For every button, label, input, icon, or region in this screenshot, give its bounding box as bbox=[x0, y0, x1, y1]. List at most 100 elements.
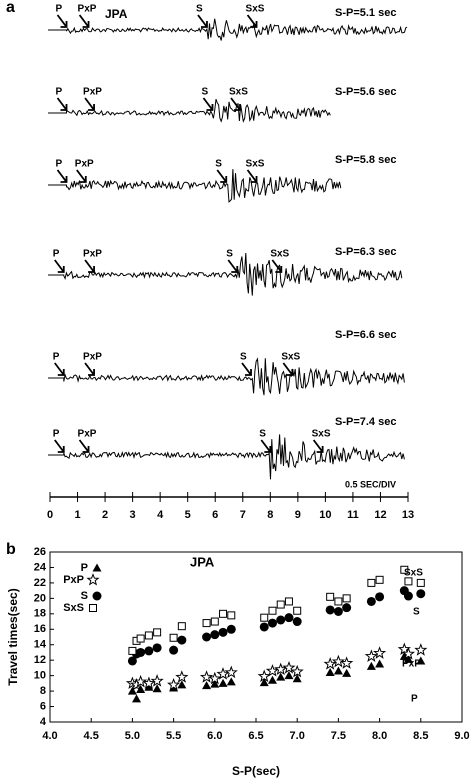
marker bbox=[177, 635, 187, 645]
marker bbox=[333, 607, 343, 616]
pick-label: S bbox=[240, 352, 247, 363]
marker bbox=[265, 664, 280, 677]
pick-arrow bbox=[246, 169, 258, 183]
pick-label: SxS bbox=[246, 159, 265, 170]
marker bbox=[152, 643, 162, 653]
y-tick-label: 8 bbox=[40, 685, 46, 697]
marker bbox=[326, 592, 335, 601]
pick-arrow bbox=[271, 259, 283, 273]
pick-label: S bbox=[226, 249, 233, 260]
marker bbox=[375, 592, 385, 602]
trace-label: S-P=5.1 sec bbox=[335, 7, 396, 19]
pick-label: S bbox=[259, 429, 266, 440]
pick-label: SxS bbox=[312, 429, 331, 440]
marker bbox=[92, 591, 102, 601]
panel-label: b bbox=[6, 541, 16, 558]
x-tick-label: 4 bbox=[157, 509, 164, 521]
x-tick-label: 6 bbox=[212, 509, 218, 521]
marker bbox=[175, 670, 189, 683]
y-axis-label: Travel times(sec) bbox=[6, 588, 20, 685]
marker bbox=[268, 606, 277, 615]
marker bbox=[224, 665, 238, 679]
marker bbox=[133, 674, 148, 688]
marker bbox=[199, 670, 214, 683]
marker bbox=[267, 618, 277, 628]
plot-frame bbox=[49, 551, 463, 723]
panel-label: a bbox=[6, 0, 15, 16]
marker bbox=[127, 686, 137, 695]
annotation: SxS bbox=[404, 568, 423, 579]
marker bbox=[259, 678, 269, 687]
annotation: PxP bbox=[402, 659, 421, 670]
y-tick-label: 4 bbox=[40, 716, 47, 728]
trace-label: S-P=6.3 sec bbox=[335, 246, 396, 258]
x-tick-label: 8 bbox=[267, 509, 273, 521]
marker bbox=[202, 619, 211, 628]
x-tick-label: 7 bbox=[240, 509, 246, 521]
pick-arrow bbox=[76, 169, 87, 183]
legend-label: SxS bbox=[63, 602, 84, 614]
pick-label: S bbox=[201, 87, 208, 98]
marker bbox=[284, 671, 294, 680]
marker bbox=[416, 589, 426, 599]
y-tick-label: 24 bbox=[34, 561, 47, 573]
marker bbox=[375, 575, 384, 584]
pick-label: P bbox=[56, 4, 63, 15]
marker bbox=[293, 606, 302, 615]
legend-label: PxP bbox=[63, 574, 84, 586]
marker bbox=[276, 672, 286, 681]
marker bbox=[367, 578, 376, 587]
y-tick-label: 18 bbox=[34, 608, 46, 620]
marker bbox=[216, 667, 230, 680]
marker bbox=[323, 657, 337, 670]
pick-label: PxP bbox=[75, 159, 94, 170]
pick-label: PxP bbox=[83, 352, 102, 363]
x-tick-label: 6.5 bbox=[248, 730, 263, 742]
x-tick-label: 5 bbox=[185, 509, 191, 521]
legend-label: P bbox=[81, 562, 88, 574]
marker bbox=[89, 604, 97, 612]
x-tick-label: 0 bbox=[47, 509, 53, 521]
x-tick-label: 13 bbox=[402, 509, 414, 521]
marker bbox=[342, 603, 352, 613]
trace-label: S-P=7.4 sec bbox=[335, 416, 396, 428]
marker bbox=[177, 680, 187, 689]
trace-label: S-P=5.6 sec bbox=[335, 86, 396, 98]
marker bbox=[142, 676, 156, 689]
pick-arrow bbox=[84, 97, 95, 111]
marker bbox=[132, 694, 142, 703]
station-label: JPA bbox=[105, 7, 128, 21]
marker bbox=[144, 682, 154, 691]
x-tick-label: 6.0 bbox=[207, 730, 222, 742]
pick-arrow bbox=[84, 259, 95, 273]
marker bbox=[325, 668, 335, 677]
marker bbox=[218, 678, 228, 687]
pick-label: S bbox=[215, 159, 222, 170]
marker bbox=[403, 654, 413, 663]
pick-arrow bbox=[241, 362, 252, 376]
pick-label: SxS bbox=[281, 352, 300, 363]
marker bbox=[136, 647, 146, 657]
pick-label: P bbox=[56, 87, 63, 98]
marker bbox=[208, 671, 222, 685]
pick-label: P bbox=[56, 159, 63, 170]
pick-arrow bbox=[312, 439, 324, 453]
marker bbox=[202, 681, 212, 690]
pick-arrow bbox=[56, 97, 68, 111]
pick-label: P bbox=[53, 352, 60, 363]
pick-arrow bbox=[230, 97, 241, 111]
marker bbox=[144, 631, 153, 640]
marker bbox=[150, 674, 164, 687]
marker bbox=[414, 643, 428, 656]
marker bbox=[226, 677, 236, 686]
marker bbox=[260, 613, 269, 622]
marker bbox=[292, 617, 302, 627]
waveform bbox=[48, 357, 405, 396]
pick-arrow bbox=[56, 14, 68, 28]
marker bbox=[226, 624, 236, 634]
marker bbox=[167, 678, 181, 691]
marker bbox=[290, 664, 304, 678]
x-tick-label: 5.0 bbox=[125, 730, 140, 742]
marker bbox=[210, 617, 219, 626]
